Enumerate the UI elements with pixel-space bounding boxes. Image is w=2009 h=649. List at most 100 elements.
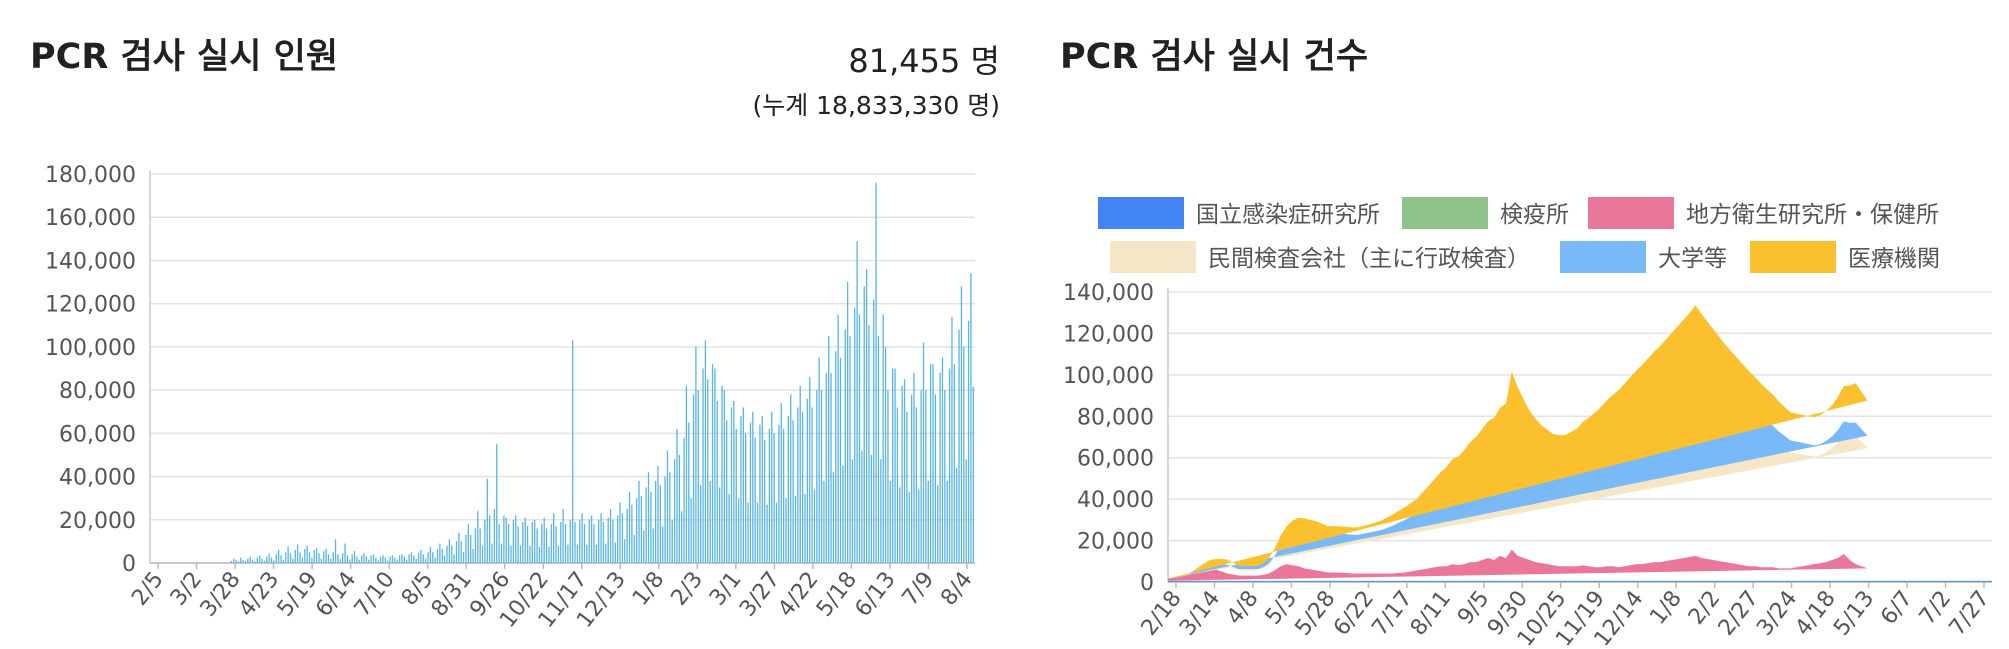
bar bbox=[565, 524, 566, 563]
bar bbox=[686, 386, 687, 563]
bar bbox=[546, 528, 547, 563]
bar bbox=[527, 526, 528, 563]
bar bbox=[233, 559, 234, 563]
bar bbox=[823, 481, 824, 563]
bar bbox=[714, 369, 715, 564]
bar bbox=[555, 526, 556, 563]
bar bbox=[574, 522, 575, 563]
bar bbox=[679, 455, 680, 563]
bar bbox=[344, 544, 345, 563]
bar bbox=[757, 502, 758, 563]
bar bbox=[866, 269, 867, 563]
bar bbox=[560, 522, 561, 563]
y-tick-label: 0 bbox=[1140, 571, 1154, 596]
bar bbox=[849, 336, 850, 563]
bar bbox=[404, 557, 405, 563]
bar bbox=[264, 561, 265, 563]
x-tick-label: 6/13 bbox=[851, 567, 901, 621]
bar bbox=[709, 481, 710, 563]
bar bbox=[705, 340, 706, 563]
bar bbox=[261, 559, 262, 563]
bar bbox=[484, 520, 485, 563]
x-tick-label: 2/27 bbox=[1714, 586, 1764, 640]
bar bbox=[480, 528, 481, 563]
bar bbox=[378, 560, 379, 563]
x-tick-label: 8/31 bbox=[427, 567, 477, 621]
bar bbox=[641, 496, 642, 563]
x-tick-label: 6/22 bbox=[1329, 586, 1379, 640]
bar bbox=[904, 379, 905, 563]
bar bbox=[875, 183, 876, 563]
bar bbox=[691, 498, 692, 563]
bar bbox=[771, 412, 772, 563]
bar bbox=[885, 347, 886, 563]
bar bbox=[508, 524, 509, 563]
bar bbox=[529, 546, 530, 563]
bar bbox=[385, 558, 386, 563]
bar bbox=[835, 351, 836, 563]
bar bbox=[662, 526, 663, 563]
bar bbox=[605, 544, 606, 563]
bar bbox=[323, 551, 324, 563]
bar bbox=[947, 481, 948, 563]
y-tick-label: 160,000 bbox=[45, 206, 136, 231]
bar bbox=[387, 560, 388, 563]
area-series bbox=[1168, 550, 1868, 581]
bar bbox=[736, 429, 737, 563]
bar bbox=[449, 539, 450, 563]
bar bbox=[271, 558, 272, 563]
bar bbox=[650, 492, 651, 563]
y-tick-label: 60,000 bbox=[59, 422, 136, 447]
bar bbox=[416, 559, 417, 563]
legend-swatch bbox=[1588, 197, 1674, 229]
bar bbox=[930, 364, 931, 563]
legend-label: 地方衛生研究所・保健所 bbox=[1686, 202, 1939, 228]
bar bbox=[413, 555, 414, 563]
bar bbox=[788, 416, 789, 563]
bar bbox=[482, 546, 483, 563]
bar bbox=[939, 373, 940, 563]
bar bbox=[645, 487, 646, 563]
bar bbox=[266, 557, 267, 563]
bar bbox=[702, 369, 703, 564]
y-tick-label: 20,000 bbox=[1077, 530, 1154, 555]
bar bbox=[840, 358, 841, 563]
bar bbox=[852, 459, 853, 563]
y-tick-label: 80,000 bbox=[1077, 405, 1154, 430]
bar bbox=[501, 544, 502, 563]
bar bbox=[515, 515, 516, 563]
bar bbox=[295, 550, 296, 563]
bar bbox=[285, 552, 286, 563]
bar bbox=[792, 420, 793, 563]
y-tick-label: 80,000 bbox=[59, 379, 136, 404]
x-tick-label: 7/17 bbox=[1367, 586, 1417, 640]
bar bbox=[316, 548, 317, 563]
bar bbox=[551, 524, 552, 563]
bar bbox=[363, 553, 364, 563]
bar bbox=[299, 552, 300, 563]
bar bbox=[667, 451, 668, 563]
x-tick-label: 8/11 bbox=[1406, 586, 1456, 640]
bar bbox=[624, 539, 625, 563]
bar bbox=[636, 498, 637, 563]
bar bbox=[627, 509, 628, 563]
bar bbox=[536, 528, 537, 563]
bar bbox=[250, 557, 251, 563]
y-tick-label: 100,000 bbox=[45, 336, 136, 361]
x-tick-label: 5/28 bbox=[1291, 586, 1341, 640]
bar bbox=[752, 412, 753, 563]
bar bbox=[897, 407, 898, 563]
bar bbox=[380, 557, 381, 563]
bar bbox=[856, 241, 857, 563]
bar bbox=[389, 557, 390, 563]
bar bbox=[719, 487, 720, 563]
bar bbox=[359, 560, 360, 563]
bar bbox=[544, 518, 545, 563]
bar bbox=[707, 379, 708, 563]
bar bbox=[759, 425, 760, 563]
bar bbox=[664, 477, 665, 563]
bar bbox=[738, 498, 739, 563]
area-series bbox=[1168, 581, 1992, 582]
bar bbox=[830, 373, 831, 563]
y-tick-label: 40,000 bbox=[59, 466, 136, 491]
